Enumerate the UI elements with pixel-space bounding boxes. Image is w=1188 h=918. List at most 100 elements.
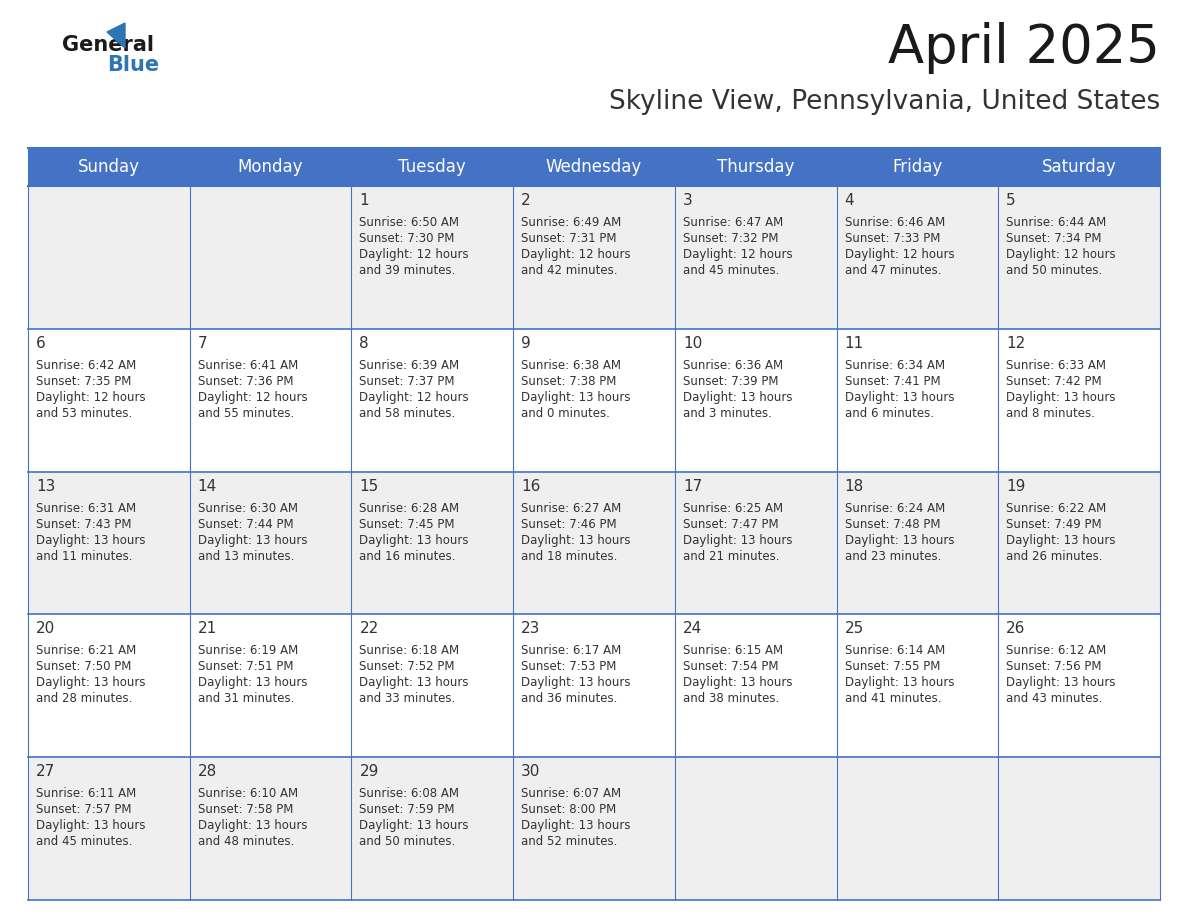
Text: Daylight: 13 hours: Daylight: 13 hours xyxy=(522,391,631,404)
Polygon shape xyxy=(107,23,125,48)
Text: Sunrise: 6:10 AM: Sunrise: 6:10 AM xyxy=(197,788,298,800)
Text: Daylight: 13 hours: Daylight: 13 hours xyxy=(197,819,308,833)
Text: and 6 minutes.: and 6 minutes. xyxy=(845,407,934,420)
Text: Sunset: 7:30 PM: Sunset: 7:30 PM xyxy=(360,232,455,245)
Text: Sunset: 8:00 PM: Sunset: 8:00 PM xyxy=(522,803,617,816)
Text: Daylight: 13 hours: Daylight: 13 hours xyxy=(522,819,631,833)
Text: Daylight: 13 hours: Daylight: 13 hours xyxy=(1006,677,1116,689)
Text: 8: 8 xyxy=(360,336,369,351)
Text: Sunrise: 6:12 AM: Sunrise: 6:12 AM xyxy=(1006,644,1106,657)
Bar xyxy=(513,472,675,614)
Text: Sunset: 7:48 PM: Sunset: 7:48 PM xyxy=(845,518,940,531)
Text: Sunset: 7:50 PM: Sunset: 7:50 PM xyxy=(36,660,132,674)
Bar xyxy=(29,757,190,900)
Text: Sunset: 7:31 PM: Sunset: 7:31 PM xyxy=(522,232,617,245)
Text: 27: 27 xyxy=(36,764,56,779)
Text: Sunrise: 6:18 AM: Sunrise: 6:18 AM xyxy=(360,644,460,657)
Text: and 8 minutes.: and 8 minutes. xyxy=(1006,407,1095,420)
Text: Daylight: 12 hours: Daylight: 12 hours xyxy=(36,391,146,404)
Text: Sunrise: 6:50 AM: Sunrise: 6:50 AM xyxy=(360,216,460,229)
Text: and 28 minutes.: and 28 minutes. xyxy=(36,692,132,705)
Text: Sunrise: 6:31 AM: Sunrise: 6:31 AM xyxy=(36,501,137,515)
Text: Sunrise: 6:07 AM: Sunrise: 6:07 AM xyxy=(522,788,621,800)
Bar xyxy=(190,148,352,186)
Text: and 48 minutes.: and 48 minutes. xyxy=(197,835,295,848)
Bar xyxy=(998,614,1159,757)
Text: Daylight: 13 hours: Daylight: 13 hours xyxy=(683,533,792,546)
Bar xyxy=(998,757,1159,900)
Text: Daylight: 12 hours: Daylight: 12 hours xyxy=(522,248,631,261)
Text: 6: 6 xyxy=(36,336,46,351)
Text: 29: 29 xyxy=(360,764,379,779)
Text: Sunset: 7:46 PM: Sunset: 7:46 PM xyxy=(522,518,617,531)
Text: Sunset: 7:55 PM: Sunset: 7:55 PM xyxy=(845,660,940,674)
Text: 17: 17 xyxy=(683,478,702,494)
Text: Sunset: 7:47 PM: Sunset: 7:47 PM xyxy=(683,518,778,531)
Text: Daylight: 13 hours: Daylight: 13 hours xyxy=(197,533,308,546)
Bar xyxy=(998,472,1159,614)
Text: Sunset: 7:51 PM: Sunset: 7:51 PM xyxy=(197,660,293,674)
Bar xyxy=(675,329,836,472)
Text: 2: 2 xyxy=(522,193,531,208)
Text: and 23 minutes.: and 23 minutes. xyxy=(845,550,941,563)
Text: Sunrise: 6:33 AM: Sunrise: 6:33 AM xyxy=(1006,359,1106,372)
Text: Sunrise: 6:15 AM: Sunrise: 6:15 AM xyxy=(683,644,783,657)
Text: and 52 minutes.: and 52 minutes. xyxy=(522,835,618,848)
Text: 5: 5 xyxy=(1006,193,1016,208)
Text: and 18 minutes.: and 18 minutes. xyxy=(522,550,618,563)
Bar xyxy=(836,329,998,472)
Text: 22: 22 xyxy=(360,621,379,636)
Text: Sunrise: 6:34 AM: Sunrise: 6:34 AM xyxy=(845,359,944,372)
Text: Sunset: 7:42 PM: Sunset: 7:42 PM xyxy=(1006,375,1102,387)
Text: and 33 minutes.: and 33 minutes. xyxy=(360,692,456,705)
Text: Blue: Blue xyxy=(107,55,159,75)
Text: and 41 minutes.: and 41 minutes. xyxy=(845,692,941,705)
Text: and 42 minutes.: and 42 minutes. xyxy=(522,264,618,277)
Bar xyxy=(190,472,352,614)
Text: Daylight: 12 hours: Daylight: 12 hours xyxy=(197,391,308,404)
Text: Daylight: 12 hours: Daylight: 12 hours xyxy=(845,248,954,261)
Text: Daylight: 12 hours: Daylight: 12 hours xyxy=(360,248,469,261)
Text: and 39 minutes.: and 39 minutes. xyxy=(360,264,456,277)
Text: Monday: Monday xyxy=(238,158,303,176)
Bar xyxy=(675,614,836,757)
Text: Daylight: 13 hours: Daylight: 13 hours xyxy=(522,677,631,689)
Text: Daylight: 13 hours: Daylight: 13 hours xyxy=(845,391,954,404)
Text: and 26 minutes.: and 26 minutes. xyxy=(1006,550,1102,563)
Text: Sunset: 7:52 PM: Sunset: 7:52 PM xyxy=(360,660,455,674)
Text: and 53 minutes.: and 53 minutes. xyxy=(36,407,132,420)
Text: Sunrise: 6:08 AM: Sunrise: 6:08 AM xyxy=(360,788,460,800)
Text: Sunset: 7:43 PM: Sunset: 7:43 PM xyxy=(36,518,132,531)
Bar xyxy=(836,148,998,186)
Text: Sunset: 7:34 PM: Sunset: 7:34 PM xyxy=(1006,232,1101,245)
Bar xyxy=(29,329,190,472)
Text: Daylight: 13 hours: Daylight: 13 hours xyxy=(845,677,954,689)
Text: Daylight: 13 hours: Daylight: 13 hours xyxy=(36,677,145,689)
Text: Sunset: 7:59 PM: Sunset: 7:59 PM xyxy=(360,803,455,816)
Text: 28: 28 xyxy=(197,764,217,779)
Text: Daylight: 12 hours: Daylight: 12 hours xyxy=(360,391,469,404)
Text: Daylight: 13 hours: Daylight: 13 hours xyxy=(845,533,954,546)
Text: 9: 9 xyxy=(522,336,531,351)
Text: Sunset: 7:53 PM: Sunset: 7:53 PM xyxy=(522,660,617,674)
Text: Daylight: 13 hours: Daylight: 13 hours xyxy=(360,677,469,689)
Text: Sunrise: 6:11 AM: Sunrise: 6:11 AM xyxy=(36,788,137,800)
Text: Sunset: 7:36 PM: Sunset: 7:36 PM xyxy=(197,375,293,387)
Text: Sunset: 7:33 PM: Sunset: 7:33 PM xyxy=(845,232,940,245)
Bar xyxy=(836,757,998,900)
Bar xyxy=(998,186,1159,329)
Text: 21: 21 xyxy=(197,621,217,636)
Text: Sunrise: 6:47 AM: Sunrise: 6:47 AM xyxy=(683,216,783,229)
Text: Sunset: 7:35 PM: Sunset: 7:35 PM xyxy=(36,375,132,387)
Text: and 45 minutes.: and 45 minutes. xyxy=(36,835,132,848)
Text: 11: 11 xyxy=(845,336,864,351)
Bar xyxy=(190,757,352,900)
Text: and 45 minutes.: and 45 minutes. xyxy=(683,264,779,277)
Bar xyxy=(190,186,352,329)
Bar xyxy=(29,614,190,757)
Text: and 50 minutes.: and 50 minutes. xyxy=(360,835,456,848)
Text: Sunset: 7:41 PM: Sunset: 7:41 PM xyxy=(845,375,940,387)
Text: Sunrise: 6:36 AM: Sunrise: 6:36 AM xyxy=(683,359,783,372)
Text: Wednesday: Wednesday xyxy=(545,158,643,176)
Text: 24: 24 xyxy=(683,621,702,636)
